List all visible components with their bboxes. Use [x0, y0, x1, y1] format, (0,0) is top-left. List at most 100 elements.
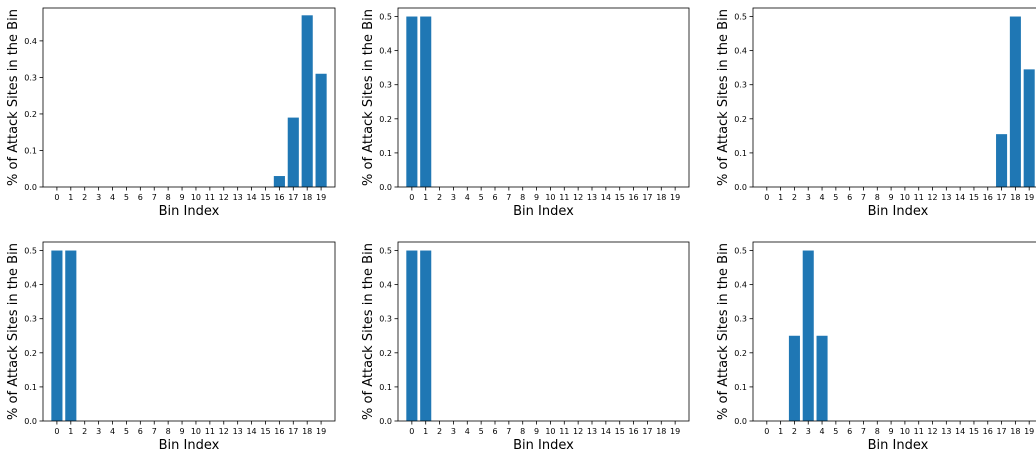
x-tick-label: 15	[615, 427, 625, 436]
x-tick-label: 16	[983, 193, 993, 202]
x-tick-label: 8	[520, 427, 525, 436]
x-axis-label: Bin Index	[868, 438, 929, 453]
x-tick-label: 6	[492, 193, 497, 202]
bar-1	[420, 250, 432, 421]
bar-0	[406, 250, 418, 421]
y-axis-label: % of Attack Sites in the Bin	[716, 9, 731, 186]
bar-17	[996, 134, 1008, 187]
x-tick-label: 4	[110, 193, 115, 202]
x-tick-label: 9	[180, 193, 185, 202]
x-tick-label: 5	[124, 427, 129, 436]
y-tick-label: 0.3	[734, 81, 747, 90]
x-tick-label: 0	[764, 427, 769, 436]
y-axis-label: % of Attack Sites in the Bin	[6, 243, 21, 420]
x-tick-label: 16	[983, 427, 993, 436]
y-tick-label: 0.1	[379, 383, 392, 392]
x-tick-label: 3	[96, 193, 101, 202]
x-tick-label: 0	[54, 427, 59, 436]
y-tick-label: 0.1	[379, 149, 392, 158]
bar-19	[1023, 69, 1035, 187]
x-tick-label: 7	[152, 193, 157, 202]
chart-panel-6: 0 1 2 3 4 5 6 7 8 9 10 11 12 13 14 15 16 17 18 190.00.10.20…	[716, 241, 1036, 453]
x-tick-label: 3	[451, 193, 456, 202]
x-tick-label: 15	[260, 427, 270, 436]
x-tick-label: 17	[996, 193, 1006, 202]
bar-16	[273, 176, 285, 187]
x-tick-label: 12	[219, 193, 229, 202]
x-tick-label: 2	[82, 427, 87, 436]
x-tick-label: 1	[423, 193, 428, 202]
y-tick-label: 0.4	[379, 281, 392, 290]
x-tick-label: 16	[628, 427, 638, 436]
x-tick-label: 15	[969, 427, 979, 436]
axes-frame	[397, 7, 690, 188]
y-tick-label: 0.3	[379, 81, 392, 90]
y-tick-label: 0.0	[24, 417, 37, 426]
x-tick-label: 13	[941, 427, 951, 436]
x-tick-label: 4	[820, 193, 825, 202]
y-tick-label: 0.4	[734, 281, 747, 290]
y-axis-label: % of Attack Sites in the Bin	[6, 9, 21, 186]
x-tick-label: 10	[191, 427, 201, 436]
x-tick-label: 15	[260, 193, 270, 202]
x-tick-label: 5	[124, 193, 129, 202]
y-tick-label: 0.2	[734, 349, 747, 358]
x-tick-label: 3	[806, 427, 811, 436]
x-tick-label: 0	[409, 193, 414, 202]
x-tick-label: 7	[506, 427, 511, 436]
x-tick-label: 11	[914, 193, 924, 202]
x-tick-label: 19	[670, 427, 680, 436]
x-tick-label: 2	[792, 193, 797, 202]
x-tick-label: 11	[914, 427, 924, 436]
x-tick-label: 18	[656, 193, 666, 202]
x-tick-label: 17	[288, 427, 298, 436]
y-tick-label: 0.3	[24, 73, 37, 82]
x-tick-label: 10	[545, 427, 555, 436]
y-tick-label: 0.0	[734, 183, 747, 192]
bar-18	[301, 15, 313, 188]
x-tick-label: 19	[670, 193, 680, 202]
chart-panel-3: 0 1 2 3 4 5 6 7 8 9 10 11 12 13 14 15 16 17 18 190.00.10.20…	[716, 7, 1036, 219]
x-tick-label: 14	[955, 193, 965, 202]
y-tick-label: 0.0	[379, 417, 392, 426]
x-tick-label: 1	[423, 427, 428, 436]
bar-17	[287, 117, 299, 187]
y-tick-label: 0.0	[734, 417, 747, 426]
bar-18	[1009, 16, 1021, 188]
x-tick-label: 17	[996, 427, 1006, 436]
x-tick-label: 16	[274, 427, 284, 436]
x-tick-label: 8	[166, 427, 171, 436]
x-tick-label: 10	[900, 193, 910, 202]
x-tick-label: 11	[205, 193, 215, 202]
bar-2	[788, 335, 800, 421]
x-tick-label: 10	[900, 427, 910, 436]
x-tick-label: 16	[274, 193, 284, 202]
x-tick-label: 3	[96, 427, 101, 436]
axes-frame	[42, 241, 336, 422]
y-tick-label: 0.3	[379, 315, 392, 324]
y-tick-label: 0.5	[734, 13, 747, 22]
x-tick-label: 9	[180, 427, 185, 436]
x-tick-label: 8	[166, 193, 171, 202]
x-tick-label: 19	[1024, 193, 1034, 202]
x-tick-label: 9	[889, 193, 894, 202]
x-tick-label: 4	[465, 427, 470, 436]
x-tick-label: 14	[955, 427, 965, 436]
y-tick-label: 0.4	[24, 281, 37, 290]
y-tick-label: 0.5	[734, 247, 747, 256]
x-tick-label: 18	[302, 193, 312, 202]
x-tick-label: 11	[559, 427, 569, 436]
bar-1	[420, 16, 432, 188]
x-axis-label: Bin Index	[513, 438, 574, 453]
x-tick-label: 11	[559, 193, 569, 202]
y-tick-label: 0.1	[734, 383, 747, 392]
x-axis-label: Bin Index	[868, 204, 929, 219]
x-tick-label: 14	[601, 427, 611, 436]
y-axis-label: % of Attack Sites in the Bin	[361, 9, 376, 186]
x-tick-label: 1	[778, 193, 783, 202]
x-tick-label: 17	[642, 193, 652, 202]
x-tick-label: 0	[409, 427, 414, 436]
y-tick-label: 0.5	[24, 247, 37, 256]
y-tick-label: 0.0	[379, 183, 392, 192]
